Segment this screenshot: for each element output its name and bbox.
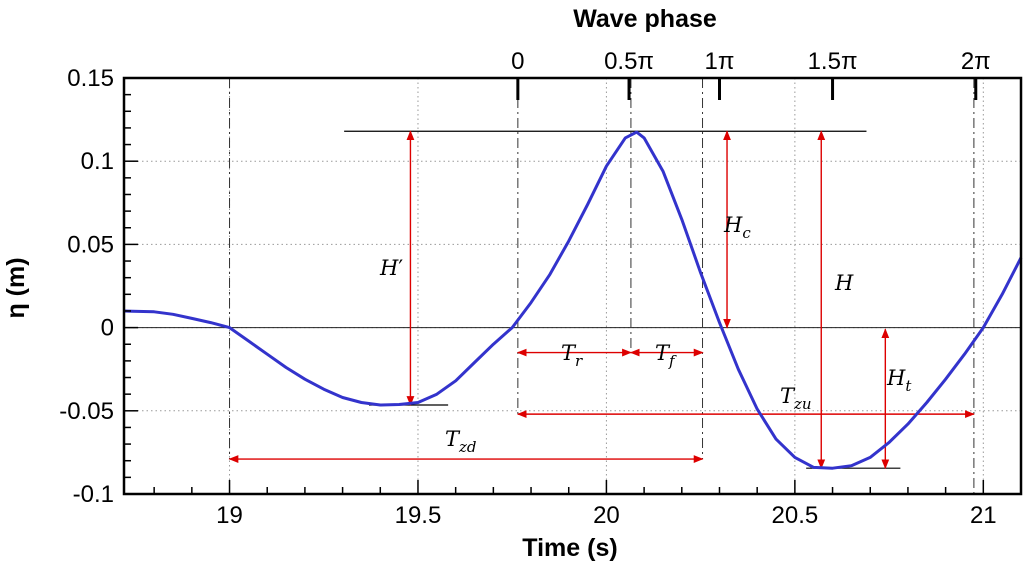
y-tick-label: 0.05 bbox=[67, 231, 114, 258]
annotation-label-Tr: Tr bbox=[561, 341, 583, 370]
phase-tick-label: 1π bbox=[705, 48, 735, 75]
series-line bbox=[123, 130, 1023, 470]
reference-lines bbox=[124, 78, 1021, 494]
phase-tick-label: 2π bbox=[961, 48, 991, 75]
phase-tick-label: 0 bbox=[511, 48, 524, 75]
annotation-label-Tf: Tf bbox=[655, 341, 677, 370]
tick-labels: 19 19.5 20 20.5 21 -0.1 -0.05 0 0.05 0.1 0.15 0 0.5π… bbox=[59, 48, 996, 529]
x-tick-label: 21 bbox=[970, 502, 997, 529]
top-axis-title: Wave phase bbox=[573, 5, 717, 33]
annotation-label-H-prime: H′ bbox=[379, 256, 403, 280]
grid bbox=[124, 77, 1021, 495]
axes bbox=[122, 76, 1023, 496]
y-tick-label: 0.1 bbox=[81, 148, 114, 175]
annotation-label-Tzu: Tzu bbox=[780, 384, 812, 413]
annotation-label-Ht: Ht bbox=[886, 366, 912, 395]
y-tick-label: 0.15 bbox=[67, 65, 114, 92]
x-tick-label: 20 bbox=[593, 502, 620, 529]
annotations: H′ Hc H Ht Tr Tf Tzu Tzd bbox=[228, 130, 975, 470]
x-tick-label: 19 bbox=[216, 502, 243, 529]
y-tick-label: 0 bbox=[101, 315, 114, 342]
plot-frame bbox=[122, 76, 1023, 496]
y-axis-title: η (m) bbox=[2, 257, 30, 318]
x-tick-label: 20.5 bbox=[772, 502, 819, 529]
phase-tick-label: 1.5π bbox=[808, 48, 858, 75]
y-tick-label: -0.1 bbox=[73, 481, 114, 508]
annotation-label-Hc: Hc bbox=[723, 213, 751, 242]
annotation-label-Tzd: Tzd bbox=[445, 427, 477, 456]
y-tick-label: -0.05 bbox=[59, 398, 114, 425]
data-series bbox=[123, 130, 1023, 470]
x-axis-title: Time (s) bbox=[522, 534, 617, 562]
phase-tick-label: 0.5π bbox=[604, 48, 654, 75]
x-tick-label: 19.5 bbox=[395, 502, 442, 529]
annotation-label-H: H bbox=[834, 271, 854, 295]
